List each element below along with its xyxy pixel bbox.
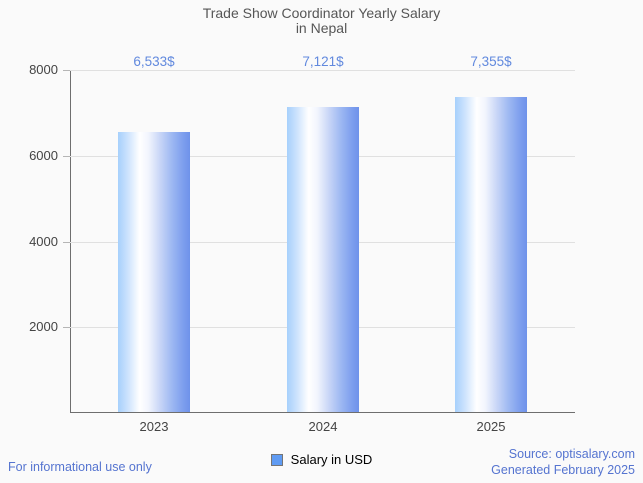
gridline-8000 [70,70,575,71]
bar-value-label: 7,121$ [302,54,344,69]
chart-title-line1: Trade Show Coordinator Yearly Salary [202,5,441,21]
legend-swatch-icon [270,453,283,466]
footer-generated-line: Generated February 2025 [491,463,635,477]
bar-2023[interactable] [118,132,190,412]
bar-2025[interactable] [455,97,527,412]
y-axis-label: 4000 [29,234,58,249]
y-axis-tick [63,70,70,71]
footer-source-line: Source: optisalary.com [508,447,635,461]
legend-label: Salary in USD [290,452,373,467]
x-axis-label: 2025 [476,419,506,434]
bar-value-label: 6,533$ [133,54,175,69]
chart-title-line2: in Nepal [295,20,348,36]
y-axis-label: 6000 [29,148,58,163]
x-axis-label: 2023 [139,419,169,434]
y-axis-tick [63,327,70,328]
y-axis-tick [63,156,70,157]
x-axis-label: 2024 [308,419,338,434]
plot-area [70,70,575,413]
y-axis-label: 2000 [29,319,58,334]
footer-disclaimer: For informational use only [8,460,152,474]
chart-title: Trade Show Coordinator Yearly Salary in … [0,6,643,36]
bar-value-label: 7,355$ [470,54,512,69]
bar-2024[interactable] [287,107,359,412]
x-axis-line [70,412,575,413]
y-axis-line [70,70,71,413]
legend[interactable]: Salary in USD [0,452,643,467]
footer-source: Source: optisalary.com Generated Februar… [491,446,635,478]
y-axis-label: 8000 [29,62,58,77]
y-axis-tick [63,242,70,243]
